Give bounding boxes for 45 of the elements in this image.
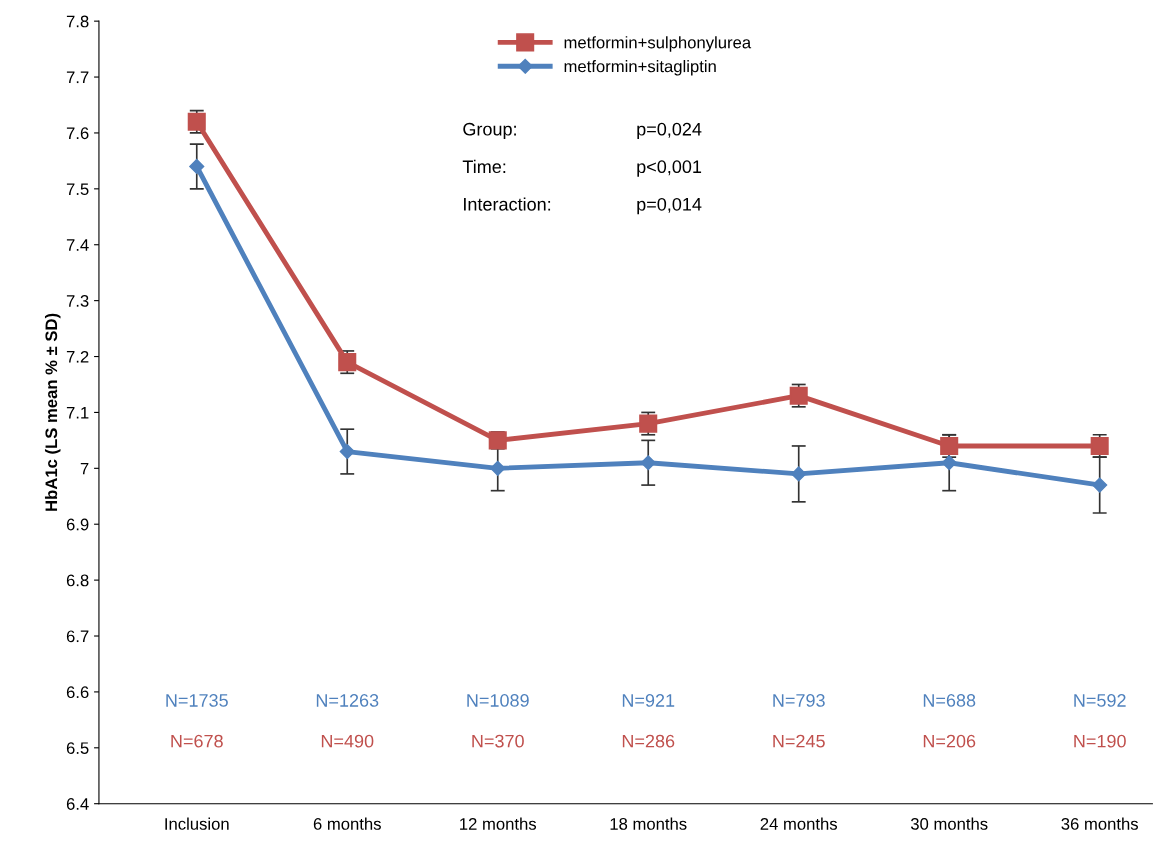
y-tick-label: 6.6 [66,686,89,699]
annotation: N=1735 [166,694,228,707]
y-axis-title: HbA1c (LS mean % ± SD) [44,313,61,511]
annotation: N=286 [622,734,675,748]
y-tick-label: 6.9 [66,518,89,531]
x-tick-label: 18 months [610,817,687,830]
y-tick-label: 7.4 [66,239,89,251]
y-tick-label: 7.1 [66,407,89,419]
annotation: Time: [462,159,506,174]
legend-label: metformin+sitagliptin [564,60,716,76]
y-tick-label: 7.3 [66,295,89,307]
annotation: Interaction: [464,197,551,211]
y-tick-label: 7 [80,462,89,475]
y-tick-label: 6.5 [66,742,89,755]
y-tick-label: 7.6 [66,127,89,140]
y-tick-label: 7.2 [66,350,89,363]
annotation: p<0,001 [637,160,702,177]
annotation: N=688 [923,694,976,707]
y-tick-label: 6.4 [66,798,89,810]
annotation: N=678 [171,734,223,748]
annotation: N=370 [472,734,524,748]
annotation: N=490 [321,734,374,748]
x-tick-label: Inclusion [165,817,229,830]
annotation: N=793 [773,694,825,707]
annotation: N=245 [773,734,825,748]
x-tick-label: 36 months [1061,817,1138,830]
annotation: p=0,024 [637,122,702,140]
annotation: N=1089 [467,694,529,707]
y-tick-label: 6.8 [66,574,89,587]
annotation: p=0,014 [637,197,702,215]
annotation: N=190 [1074,734,1126,748]
annotation: N=1263 [316,694,379,707]
y-tick-label: 7.8 [66,15,89,28]
x-tick-label: 6 months [313,817,381,830]
x-tick-label: 24 months [760,817,838,830]
annotation: N=206 [923,734,976,748]
x-tick-label: 12 months [460,817,537,830]
y-tick-label: 7.7 [66,71,89,84]
y-tick-label: 6.7 [66,630,89,643]
y-tick-label: 7.5 [66,183,89,196]
annotation: Group: [463,122,516,140]
legend-label: metformin+sulphonylurea [564,36,752,52]
x-tick-label: 30 months [910,817,988,830]
annotation: N=592 [1074,694,1126,707]
annotation: N=921 [622,694,675,707]
